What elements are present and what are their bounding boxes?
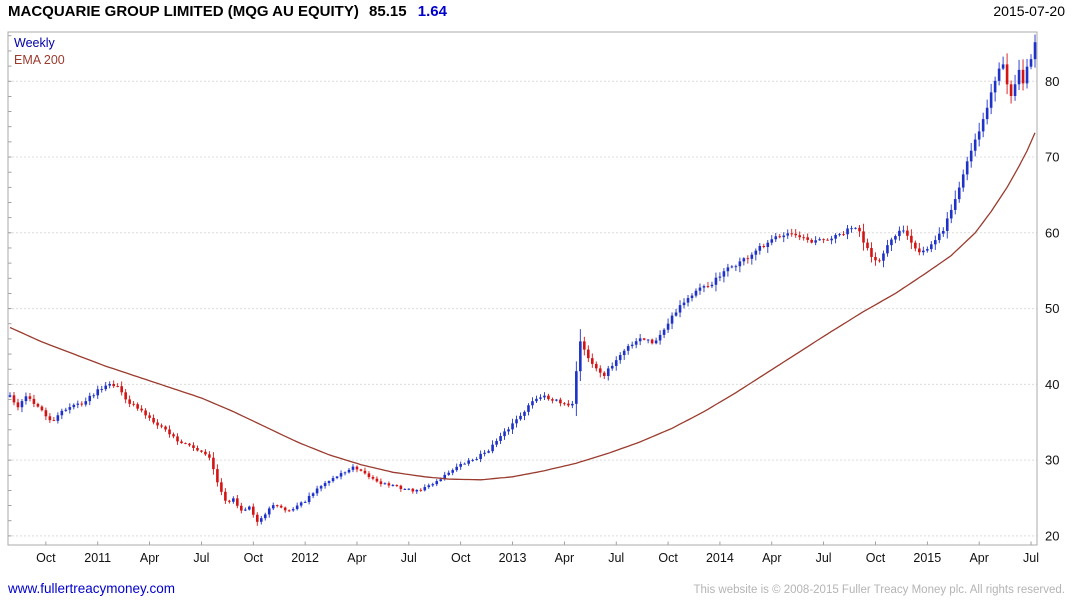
- svg-text:2014: 2014: [706, 551, 734, 565]
- svg-text:2015: 2015: [913, 551, 941, 565]
- svg-text:Oct: Oct: [36, 551, 56, 565]
- y-axis-labels: 20 30 40 50 60 70 80: [1045, 74, 1059, 544]
- footer: www.fullertreacymoney.com This website i…: [8, 581, 1065, 596]
- chart-legend: Weekly EMA 200: [14, 36, 65, 67]
- ema-line: [9, 132, 1036, 481]
- instrument-name: MACQUARIE GROUP LIMITED (MQG AU EQUITY): [8, 3, 359, 20]
- svg-text:Jul: Jul: [193, 551, 209, 565]
- svg-text:Apr: Apr: [762, 551, 781, 565]
- candles-layer: [8, 34, 1037, 526]
- legend-ema: EMA 200: [14, 53, 65, 67]
- svg-text:Apr: Apr: [555, 551, 574, 565]
- date-label: 2015-07-20: [993, 3, 1065, 19]
- plot-border: [7, 31, 1038, 546]
- svg-text:Apr: Apr: [140, 551, 159, 565]
- x-axis-labels: Oct 2011 Apr Jul Oct 2012 Apr Jul Oct 2013 Apr Jul O…: [36, 551, 1039, 565]
- copyright-text: This website is © 2008-2015 Fuller Treac…: [693, 584, 1065, 596]
- svg-text:Oct: Oct: [451, 551, 471, 565]
- svg-text:Jul: Jul: [608, 551, 624, 565]
- change-value: 1.64: [417, 3, 447, 20]
- svg-text:Jul: Jul: [816, 551, 832, 565]
- svg-text:2012: 2012: [291, 551, 319, 565]
- svg-text:60: 60: [1045, 225, 1059, 240]
- chart-header: MACQUARIE GROUP LIMITED (MQG AU EQUITY) …: [8, 3, 1065, 20]
- svg-text:Apr: Apr: [969, 551, 988, 565]
- svg-text:80: 80: [1045, 74, 1059, 89]
- svg-text:Jul: Jul: [401, 551, 417, 565]
- site-link[interactable]: www.fullertreacymoney.com: [8, 581, 176, 596]
- svg-text:20: 20: [1045, 528, 1059, 543]
- svg-text:30: 30: [1045, 453, 1059, 468]
- gridlines: [8, 80, 1037, 537]
- price-chart: 20 30 40 50 60 70 80 Weekly EMA 200 Oct 2011 Apr Jul…: [7, 31, 1059, 565]
- svg-text:Apr: Apr: [347, 551, 366, 565]
- svg-text:40: 40: [1045, 377, 1059, 392]
- svg-text:2011: 2011: [84, 551, 111, 565]
- svg-text:Jul: Jul: [1023, 551, 1039, 565]
- page-title: MACQUARIE GROUP LIMITED (MQG AU EQUITY) …: [8, 3, 447, 20]
- axis-ticks: [8, 35, 1032, 545]
- svg-text:50: 50: [1045, 301, 1059, 316]
- svg-text:Oct: Oct: [658, 551, 678, 565]
- svg-text:2013: 2013: [499, 551, 527, 565]
- svg-text:Oct: Oct: [244, 551, 264, 565]
- last-price: 85.15: [369, 3, 407, 20]
- svg-text:70: 70: [1045, 150, 1059, 165]
- legend-weekly: Weekly: [14, 36, 56, 50]
- svg-text:Oct: Oct: [866, 551, 886, 565]
